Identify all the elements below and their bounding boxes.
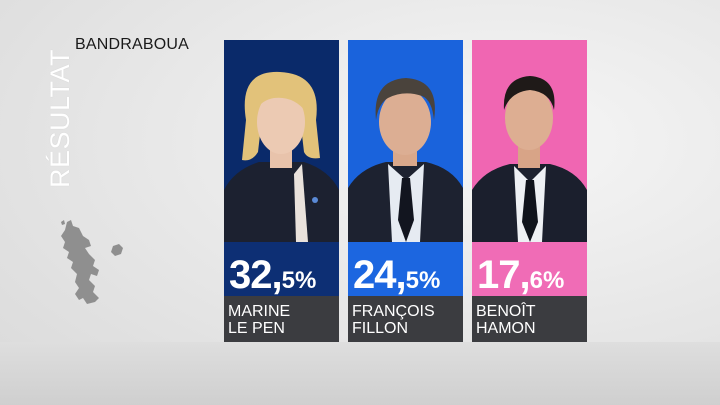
score-value: 17,6% [477, 255, 564, 301]
score-box: 24,5% [348, 242, 463, 296]
score-box: 32,5% [224, 242, 339, 296]
candidate-last-name: HAMON [476, 320, 536, 337]
vertical-title: RÉSULTAT [45, 48, 75, 188]
score-box: 17,6% [472, 242, 587, 296]
score-decimal: 5% [405, 267, 441, 294]
candidate-last-name: LE PEN [228, 320, 285, 337]
score-integer: 17, [477, 253, 531, 297]
candidate-card-hamon: 17,6% BENOÎT HAMON [472, 40, 587, 342]
candidate-photo [348, 40, 463, 242]
candidate-last-name: FILLON [352, 320, 409, 337]
mayotte-map-icon [61, 220, 123, 304]
score-integer: 32, [229, 253, 283, 297]
score-decimal: 6% [529, 267, 565, 294]
candidate-photo [224, 40, 339, 242]
candidate-first-name: MARINE [228, 303, 291, 320]
score-value: 32,5% [229, 255, 316, 301]
score-integer: 24, [353, 253, 407, 297]
background-floor [0, 342, 720, 405]
candidate-card-fillon: 24,5% FRANÇOIS FILLON [348, 40, 463, 342]
score-decimal: 5% [281, 267, 317, 294]
candidate-name: MARINE LE PEN [224, 296, 339, 342]
candidate-first-name: BENOÎT [476, 303, 536, 320]
candidate-card-le-pen: 32,5% MARINE LE PEN [224, 40, 339, 342]
score-value: 24,5% [353, 255, 440, 301]
candidate-name: FRANÇOIS FILLON [348, 296, 463, 342]
commune-name: BANDRABOUA [75, 36, 190, 53]
candidate-name: BENOÎT HAMON [472, 296, 587, 342]
candidate-photo [472, 40, 587, 242]
candidate-first-name: FRANÇOIS [352, 303, 435, 320]
